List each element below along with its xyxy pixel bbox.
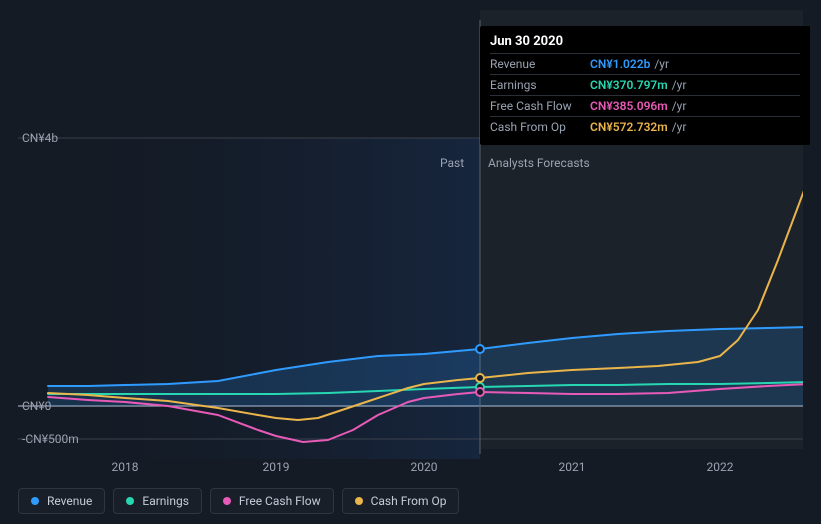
tooltip-metric-value: CN¥572.732m: [590, 120, 668, 134]
x-axis-label: 2019: [263, 460, 290, 474]
tooltip-metric-value: CN¥370.797m: [590, 78, 668, 92]
x-axis-label: 2020: [411, 460, 438, 474]
legend-item-free-cash-flow[interactable]: Free Cash Flow: [210, 488, 334, 514]
tooltip-metric-value: CN¥1.022b: [590, 57, 650, 71]
chart-tooltip: Jun 30 2020 RevenueCN¥1.022b/yrEarningsC…: [480, 26, 810, 145]
tooltip-row: Cash From OpCN¥572.732m/yr: [490, 116, 800, 137]
tooltip-row: EarningsCN¥370.797m/yr: [490, 74, 800, 95]
legend-item-revenue[interactable]: Revenue: [18, 488, 105, 514]
legend-label: Free Cash Flow: [239, 494, 321, 508]
legend-label: Cash From Op: [371, 494, 447, 508]
tooltip-metric-value: CN¥385.096m: [590, 99, 668, 113]
legend-item-earnings[interactable]: Earnings: [113, 488, 202, 514]
legend-label: Earnings: [142, 494, 189, 508]
tooltip-row: RevenueCN¥1.022b/yr: [490, 53, 800, 74]
tooltip-row: Free Cash FlowCN¥385.096m/yr: [490, 95, 800, 116]
legend-dot-icon: [355, 497, 363, 505]
legend-dot-icon: [31, 497, 39, 505]
x-axis-label: 2022: [707, 460, 734, 474]
y-axis-label: CN¥4b: [22, 131, 58, 145]
past-section-label: Past: [440, 156, 464, 170]
legend-label: Revenue: [47, 494, 92, 508]
tooltip-metric-unit: /yr: [672, 120, 687, 134]
tooltip-metric-unit: /yr: [672, 99, 687, 113]
tooltip-metric-label: Free Cash Flow: [490, 99, 590, 113]
y-axis-label: -CN¥500m: [22, 432, 79, 446]
legend-item-cash-from-op[interactable]: Cash From Op: [342, 488, 460, 514]
chart-legend: Revenue Earnings Free Cash Flow Cash From O…: [18, 488, 459, 514]
legend-dot-icon: [126, 497, 134, 505]
y-axis-label: CN¥0: [22, 399, 51, 413]
x-axis-label: 2018: [112, 460, 139, 474]
tooltip-metric-label: Revenue: [490, 57, 590, 71]
x-axis-label: 2021: [559, 460, 586, 474]
tooltip-metric-label: Cash From Op: [490, 120, 590, 134]
tooltip-date: Jun 30 2020: [490, 34, 800, 53]
tooltip-metric-unit: /yr: [654, 57, 669, 71]
legend-dot-icon: [223, 497, 231, 505]
tooltip-metric-label: Earnings: [490, 78, 590, 92]
tooltip-metric-unit: /yr: [672, 78, 687, 92]
forecast-section-label: Analysts Forecasts: [488, 156, 590, 170]
